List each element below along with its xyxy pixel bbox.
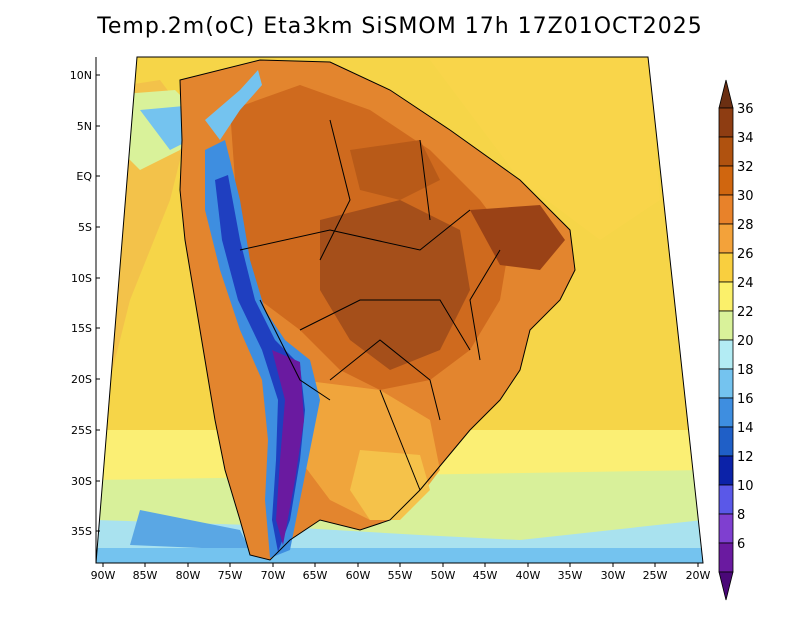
colorbar-swatch: [718, 455, 734, 486]
colorbar-swatch: [718, 136, 734, 167]
colorbar-label: 16: [737, 392, 754, 407]
lat-label: 10N: [70, 69, 92, 82]
map-title: Temp.2m(oC) Eta3km SiSMOM 17h 17Z01OCT20…: [97, 14, 703, 39]
colorbar-swatch: [718, 542, 734, 573]
colorbar-swatch: [718, 368, 734, 399]
lon-label: 70W: [261, 569, 286, 582]
lon-label: 50W: [431, 569, 456, 582]
colorbar-swatch: [718, 252, 734, 283]
lat-label: 10S: [71, 272, 92, 285]
colorbar-bottom-arrow: [718, 571, 734, 601]
lon-label: 75W: [218, 569, 243, 582]
lon-label: 40W: [516, 569, 541, 582]
lon-label: 30W: [601, 569, 626, 582]
lat-label: 15S: [71, 322, 92, 335]
lat-label: 20S: [71, 373, 92, 386]
colorbar-label: 18: [737, 363, 754, 378]
lat-label: 5N: [77, 120, 92, 133]
lon-label: 60W: [346, 569, 371, 582]
colorbar-swatch: [718, 339, 734, 370]
colorbar-swatch: [718, 194, 734, 225]
colorbar-swatch: [718, 281, 734, 312]
lon-label: 90W: [91, 569, 116, 582]
colorbar-swatch: [718, 223, 734, 254]
lat-label: EQ: [76, 170, 92, 183]
lat-label: 35S: [71, 525, 92, 538]
colorbar-label: 34: [737, 131, 754, 146]
lat-label: 5S: [78, 221, 92, 234]
colorbar-swatch: [718, 397, 734, 428]
lon-label: 20W: [686, 569, 711, 582]
political-borders: [179, 59, 576, 561]
lon-label: 35W: [558, 569, 583, 582]
colorbar-label: 26: [737, 247, 754, 262]
colorbar-swatch: [718, 484, 734, 515]
temperature-field: [96, 57, 703, 563]
colorbar-swatch: [718, 107, 734, 138]
colorbar-label: 10: [737, 479, 754, 494]
colorbar-label: 20: [737, 334, 754, 349]
latitude-axis: 10N 5N EQ 5S 10S 15S 20S 25S 30S 35S: [70, 69, 100, 538]
colorbar-swatch: [718, 426, 734, 457]
colorbar-label: 8: [737, 508, 745, 523]
lat-label: 30S: [71, 475, 92, 488]
colorbar: 36 34 32 30 28 26 24 22 20 18 16 14 12 10 8 6: [718, 79, 754, 601]
lon-label: 85W: [133, 569, 158, 582]
colorbar-top-arrow: [718, 79, 734, 109]
colorbar-label: 30: [737, 189, 754, 204]
lon-label: 55W: [388, 569, 413, 582]
colorbar-label: 22: [737, 305, 754, 320]
colorbar-label: 6: [737, 537, 745, 552]
longitude-axis: 90W 85W 80W 75W 70W 65W 60W 55W 50W 45W …: [91, 563, 711, 582]
lon-label: 65W: [303, 569, 328, 582]
colorbar-label: 12: [737, 450, 754, 465]
lat-label: 25S: [71, 424, 92, 437]
colorbar-label: 14: [737, 421, 754, 436]
colorbar-label: 24: [737, 276, 754, 291]
lon-label: 25W: [643, 569, 668, 582]
lon-label: 80W: [176, 569, 201, 582]
colorbar-swatch: [718, 513, 734, 544]
colorbar-swatch: [718, 310, 734, 341]
colorbar-swatch: [718, 165, 734, 196]
colorbar-label: 28: [737, 218, 754, 233]
lon-label: 45W: [473, 569, 498, 582]
colorbar-label: 36: [737, 102, 754, 117]
colorbar-label: 32: [737, 160, 754, 175]
